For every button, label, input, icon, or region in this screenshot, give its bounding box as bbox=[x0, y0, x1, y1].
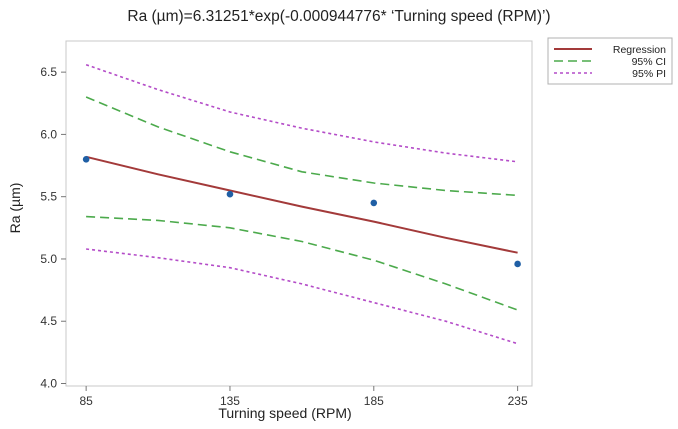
legend-label-95-pi: 95% PI bbox=[632, 68, 666, 80]
x-tick-label: 185 bbox=[364, 394, 384, 408]
regression-line bbox=[85, 155, 518, 254]
y-tick-label: 6.0 bbox=[40, 127, 57, 141]
x-tick-label: 135 bbox=[220, 394, 240, 408]
legend-label-regression: Regression bbox=[613, 44, 666, 56]
data-point bbox=[514, 260, 521, 268]
y-tick-label: 4.0 bbox=[40, 377, 57, 391]
x-axis: 85 135 185 235 bbox=[79, 386, 528, 408]
95-ci-lower-line bbox=[86, 215, 518, 311]
x-tick-label: 85 bbox=[79, 394, 93, 408]
y-tick-label: 4.5 bbox=[40, 314, 57, 328]
x-axis-label: Turning speed (RPM) bbox=[218, 405, 351, 421]
y-tick-label: 5.0 bbox=[40, 252, 57, 266]
series-layer bbox=[85, 63, 518, 345]
x-tick-label: 235 bbox=[508, 394, 528, 408]
y-axis: 4.0 4.5 5.0 5.5 6.0 6.5 bbox=[40, 65, 66, 391]
legend-label-95-ci: 95% CI bbox=[632, 56, 666, 68]
y-tick-label: 6.5 bbox=[40, 65, 57, 79]
data-points bbox=[82, 156, 521, 268]
y-axis-label: Ra (µm) bbox=[7, 183, 23, 234]
95-ci-upper-line bbox=[85, 96, 518, 197]
data-point bbox=[226, 190, 234, 198]
plot-area bbox=[65, 40, 533, 387]
data-point bbox=[82, 156, 90, 163]
y-tick-label: 5.5 bbox=[40, 190, 57, 204]
chart-title: Ra (µm)=6.31251*exp(-0.000944776* ‘Turni… bbox=[127, 8, 550, 25]
data-point bbox=[370, 199, 378, 207]
95-pi-lower-line bbox=[86, 248, 518, 345]
